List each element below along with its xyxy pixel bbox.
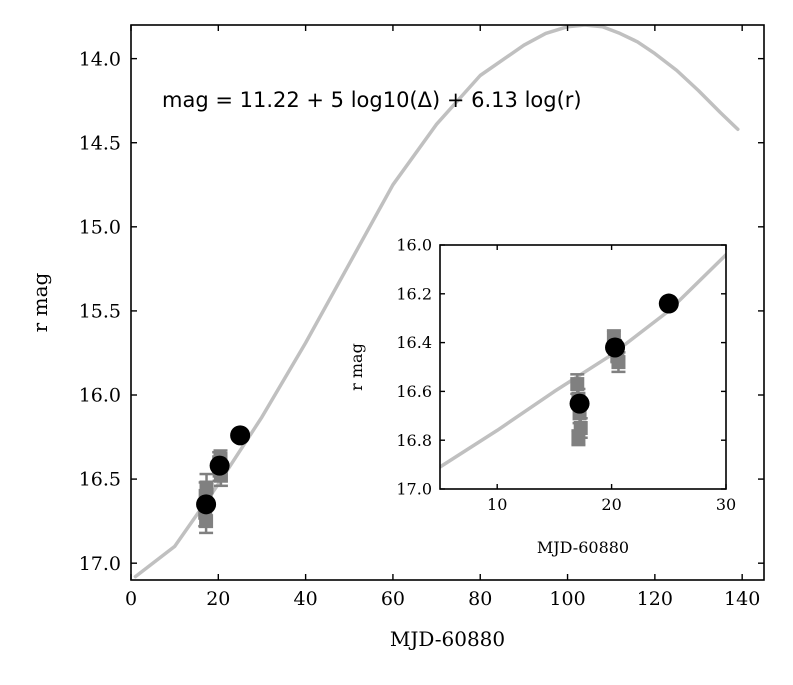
x-tick-label: 100 bbox=[549, 588, 585, 610]
x-tick-label: 120 bbox=[637, 588, 673, 610]
measurement-marker bbox=[199, 514, 214, 529]
inset-y-axis-label: r mag bbox=[347, 343, 366, 391]
y-tick-label: 16.4 bbox=[396, 333, 432, 352]
y-tick-label: 16.5 bbox=[79, 469, 121, 491]
inset-plot-area bbox=[440, 253, 726, 469]
inset-mean-point bbox=[658, 293, 679, 314]
y-tick-label: 16.8 bbox=[396, 431, 432, 450]
x-tick-label: 30 bbox=[716, 495, 736, 514]
inset-error-point bbox=[571, 429, 586, 447]
x-tick-label: 0 bbox=[125, 588, 137, 610]
y-tick-label: 17.0 bbox=[396, 480, 432, 499]
y-tick-label: 14.0 bbox=[79, 48, 121, 70]
main-plot-area bbox=[133, 25, 740, 579]
main-axes-frame bbox=[130, 24, 765, 581]
x-tick-label: 140 bbox=[724, 588, 760, 610]
model-formula-annotation: mag = 11.22 + 5 log10(Δ) + 6.13 log(r) bbox=[162, 88, 582, 112]
inset-plot: 10 20 30 16.0 16.2 16.4 16.6 16.8 17.0 MJD-60880 r… bbox=[347, 236, 736, 557]
y-tick-label: 15.5 bbox=[79, 301, 121, 323]
inset-background bbox=[440, 245, 726, 489]
inset-mean-point bbox=[569, 393, 590, 414]
x-tick-label: 10 bbox=[487, 495, 507, 514]
main-model-curve bbox=[133, 25, 740, 579]
inset-x-axis-label: MJD-60880 bbox=[537, 538, 629, 557]
measurement-marker bbox=[611, 355, 626, 370]
x-tick-label: 60 bbox=[381, 588, 405, 610]
y-tick-label: 14.5 bbox=[79, 132, 121, 154]
main-plot: 0 20 40 60 80 100 120 140 14.0 14.5 15.0 15.5 16.0 16… bbox=[28, 24, 765, 651]
measurement-marker bbox=[199, 480, 214, 495]
x-tick-label: 20 bbox=[601, 495, 621, 514]
inset-axes-frame bbox=[439, 244, 727, 490]
y-tick-label: 16.0 bbox=[79, 385, 121, 407]
main-x-axis-label: MJD-60880 bbox=[390, 627, 505, 651]
x-tick-label: 80 bbox=[468, 588, 492, 610]
y-tick-label: 16.2 bbox=[396, 284, 432, 303]
main-mean-point bbox=[209, 455, 230, 476]
main-mean-point bbox=[196, 494, 217, 515]
inset-mean-point bbox=[605, 337, 626, 358]
y-tick-label: 16.6 bbox=[396, 382, 432, 401]
y-tick-label: 16.0 bbox=[396, 236, 432, 255]
x-tick-label: 40 bbox=[294, 588, 318, 610]
measurement-marker bbox=[571, 430, 586, 445]
y-tick-label: 15.0 bbox=[79, 216, 121, 238]
x-tick-label: 20 bbox=[206, 588, 230, 610]
main-mean-point bbox=[230, 425, 251, 446]
main-y-axis-label: r mag bbox=[28, 272, 52, 332]
measurement-marker bbox=[570, 377, 585, 392]
y-tick-label: 17.0 bbox=[79, 553, 121, 575]
